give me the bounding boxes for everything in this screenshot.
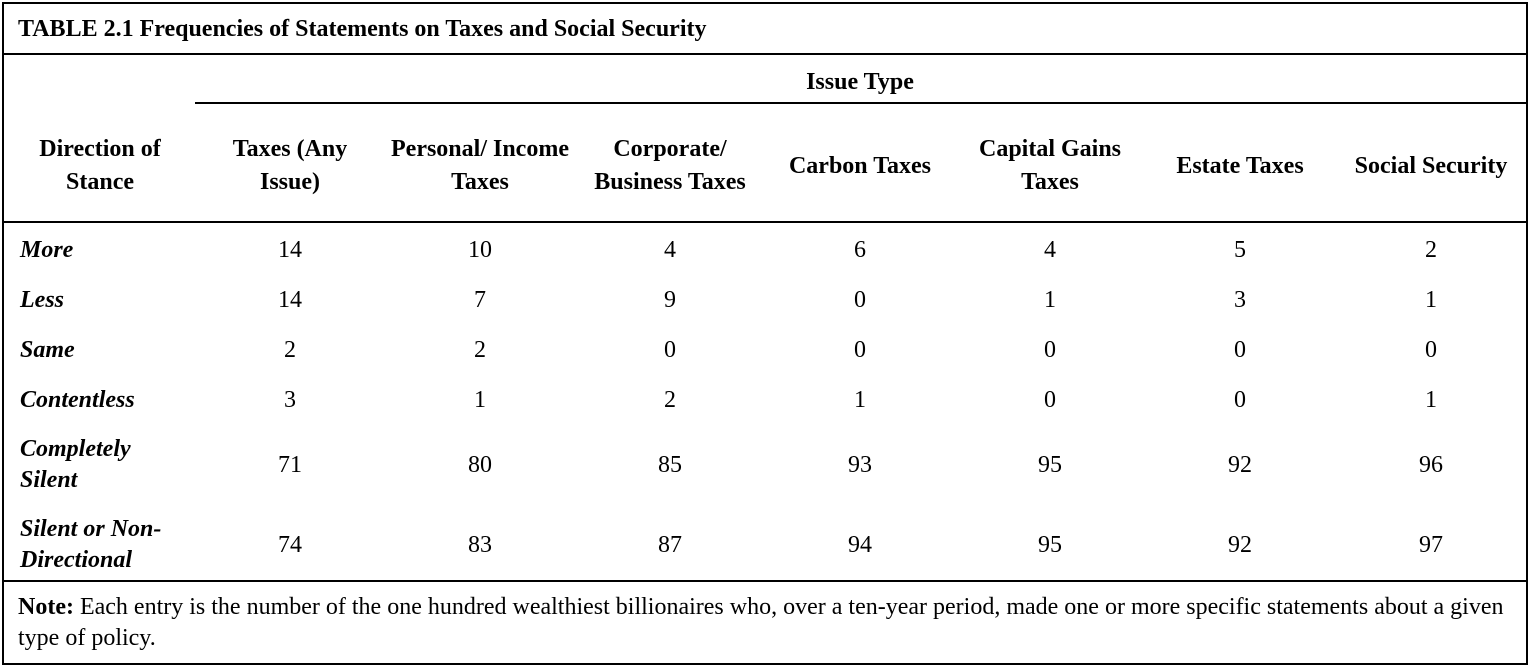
- table-cell: 92: [1228, 451, 1252, 478]
- table-cell: 1: [1425, 386, 1437, 413]
- table-cell: 2: [474, 336, 486, 363]
- table-cell: 83: [468, 531, 492, 558]
- table-cell: 94: [848, 531, 872, 558]
- table-cell: 0: [1044, 336, 1056, 363]
- table-cell: 2: [664, 386, 676, 413]
- rule-below-title: [4, 53, 1526, 55]
- table-cell: 0: [854, 336, 866, 363]
- row-label: Silent or Non-Directional: [20, 516, 162, 573]
- row-label: Less: [20, 286, 64, 313]
- table-cell: 0: [854, 286, 866, 313]
- row-label: More: [20, 236, 74, 263]
- row-label: Completely Silent: [20, 436, 131, 493]
- table-cell: 6: [854, 236, 866, 263]
- table-cell: 85: [658, 451, 682, 478]
- table-cell: 96: [1419, 451, 1443, 478]
- table-cell: 14: [278, 236, 302, 263]
- stub-header: Direction of Stance: [39, 136, 161, 195]
- table-cell: 7: [474, 286, 486, 313]
- table-cell: 5: [1234, 236, 1246, 263]
- table-cell: 10: [468, 236, 492, 263]
- table-cell: 9: [664, 286, 676, 313]
- table-cell: 80: [468, 451, 492, 478]
- table-cell: 1: [1044, 286, 1056, 313]
- table-cell: 74: [278, 531, 302, 558]
- table-cell: 0: [1234, 386, 1246, 413]
- table-cell: 93: [848, 451, 872, 478]
- table-cell: 1: [1425, 286, 1437, 313]
- rule-above-note: [4, 580, 1526, 582]
- group-header: Issue Type: [806, 68, 914, 95]
- table-cell: 4: [664, 236, 676, 263]
- rule-below-column-headers: [4, 221, 1526, 223]
- table-note: Note: Each entry is the number of the on…: [18, 592, 1508, 654]
- column-header: Social Security: [1354, 152, 1508, 179]
- note-text: Each entry is the number of the one hund…: [18, 594, 1504, 651]
- table-cell: 2: [1425, 236, 1437, 263]
- table-cell: 95: [1038, 531, 1062, 558]
- table-cell: 4: [1044, 236, 1056, 263]
- row-label: Same: [20, 336, 75, 363]
- column-header: Personal/ Income Taxes: [391, 136, 569, 195]
- column-header: Corporate/ Business Taxes: [594, 136, 746, 195]
- table-cell: 1: [854, 386, 866, 413]
- table-cell: 3: [284, 386, 296, 413]
- rule-below-group-header: [195, 102, 1526, 104]
- column-header: Capital Gains Taxes: [978, 136, 1122, 195]
- table-cell: 2: [284, 336, 296, 363]
- table-cell: 97: [1419, 531, 1443, 558]
- table-cell: 3: [1234, 286, 1246, 313]
- table-cell: 95: [1038, 451, 1062, 478]
- column-header: Carbon Taxes: [788, 152, 932, 179]
- table-cell: 0: [1425, 336, 1437, 363]
- column-header: Estate Taxes: [1176, 152, 1304, 179]
- table-cell: 92: [1228, 531, 1252, 558]
- row-label: Contentless: [20, 386, 135, 413]
- table-cell: 87: [658, 531, 682, 558]
- table-cell: 0: [1044, 386, 1056, 413]
- table-cell: 0: [1234, 336, 1246, 363]
- table-cell: 1: [474, 386, 486, 413]
- table-cell: 0: [664, 336, 676, 363]
- table-title: TABLE 2.1 Frequencies of Statements on T…: [18, 16, 707, 42]
- table-cell: 14: [278, 286, 302, 313]
- column-header: Taxes (Any Issue): [232, 136, 348, 195]
- note-label: Note:: [18, 594, 74, 620]
- table-cell: 71: [278, 451, 302, 478]
